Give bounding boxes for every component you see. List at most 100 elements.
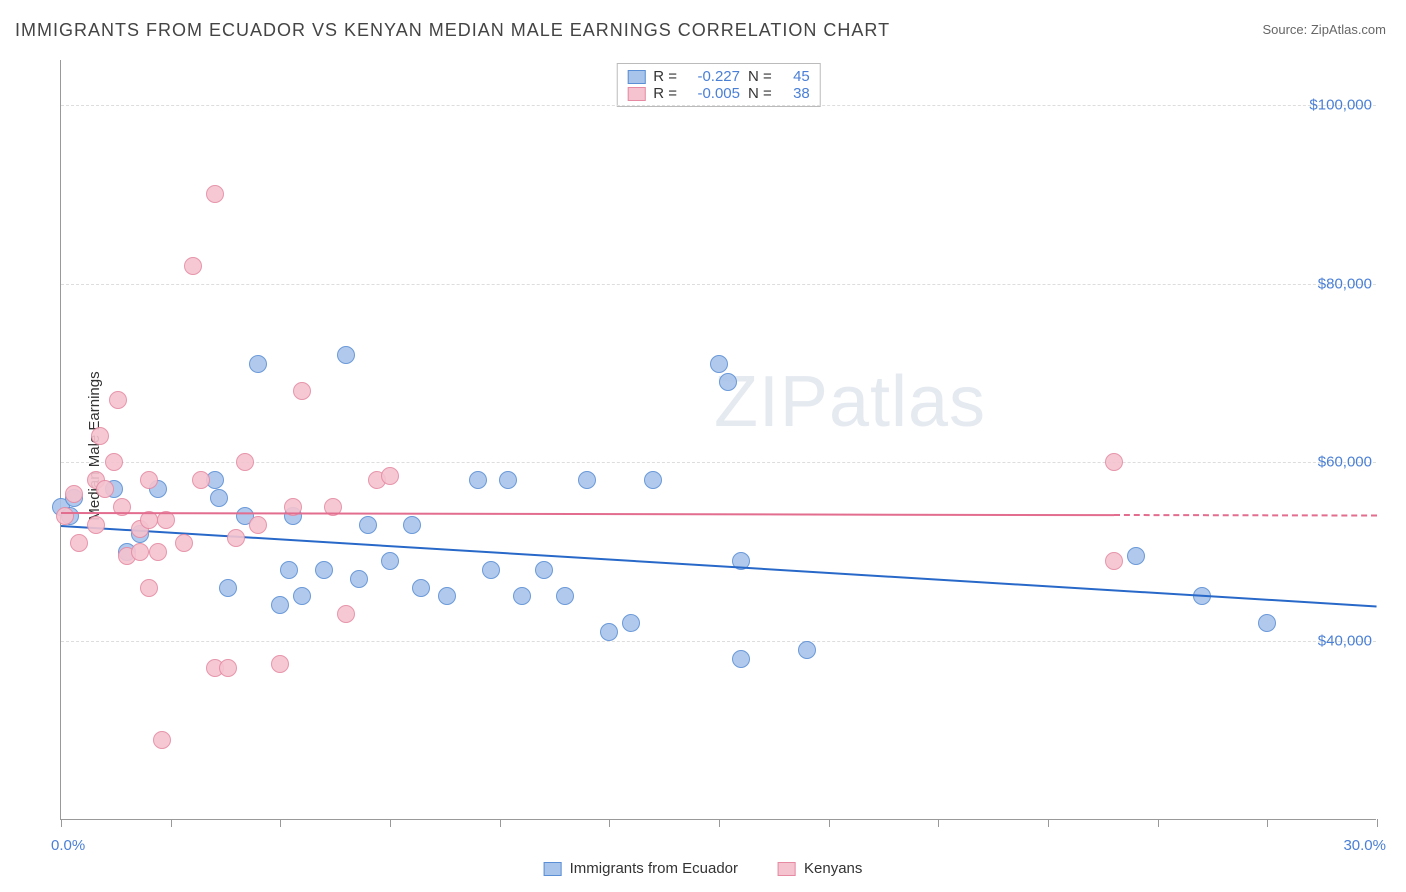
point-kenyans [236,453,254,471]
point-kenyans [87,516,105,534]
point-ecuador [381,552,399,570]
trendline-kenyans [61,512,1114,516]
n-value-kenyans: 38 [780,85,810,102]
point-kenyans [1105,552,1123,570]
x-tick [1158,819,1159,827]
gridline [61,284,1376,285]
watermark-atlas: atlas [829,362,986,442]
point-kenyans [91,427,109,445]
point-ecuador [1258,614,1276,632]
point-ecuador [315,561,333,579]
point-ecuador [482,561,500,579]
point-ecuador [513,587,531,605]
trendline-ecuador [61,525,1377,607]
watermark: ZIPatlas [714,361,986,443]
legend-series: Immigrants from Ecuador Kenyans [544,860,863,877]
y-tick-label: $80,000 [1318,275,1378,292]
point-kenyans [149,543,167,561]
point-kenyans [184,257,202,275]
gridline [61,641,1376,642]
x-tick [1267,819,1268,827]
point-ecuador [280,561,298,579]
series-name-kenyans: Kenyans [804,860,862,877]
point-ecuador [710,355,728,373]
plot-area: ZIPatlas R = -0.227 N = 45 R = -0.005 N … [60,60,1376,820]
point-kenyans [131,543,149,561]
point-ecuador [622,614,640,632]
legend-item-kenyans: Kenyans [778,860,862,877]
point-ecuador [719,373,737,391]
point-kenyans [271,655,289,673]
source-attribution: Source: ZipAtlas.com [1262,22,1386,37]
source-prefix: Source: [1262,22,1310,37]
swatch-ecuador-icon [627,70,645,84]
point-kenyans [175,534,193,552]
point-kenyans [249,516,267,534]
point-kenyans [140,471,158,489]
point-kenyans [140,579,158,597]
trendline-extension [1114,514,1377,517]
point-kenyans [153,731,171,749]
point-ecuador [249,355,267,373]
r-value-ecuador: -0.227 [685,68,740,85]
point-ecuador [644,471,662,489]
point-ecuador [732,650,750,668]
gridline [61,105,1376,106]
x-axis-min-label: 0.0% [51,837,85,854]
point-ecuador [600,623,618,641]
point-kenyans [206,185,224,203]
point-ecuador [271,596,289,614]
point-kenyans [56,507,74,525]
n-label: N = [748,85,772,102]
r-label: R = [653,68,677,85]
source-link[interactable]: ZipAtlas.com [1311,22,1386,37]
r-label: R = [653,85,677,102]
point-kenyans [293,382,311,400]
point-ecuador [556,587,574,605]
x-tick [61,819,62,827]
point-ecuador [210,489,228,507]
r-value-kenyans: -0.005 [685,85,740,102]
x-tick [171,819,172,827]
x-tick [609,819,610,827]
x-tick [829,819,830,827]
point-kenyans [96,480,114,498]
swatch-kenyans-icon [627,87,645,101]
point-ecuador [412,579,430,597]
chart-container: IMMIGRANTS FROM ECUADOR VS KENYAN MEDIAN… [0,0,1406,892]
point-ecuador [293,587,311,605]
n-value-ecuador: 45 [780,68,810,85]
point-kenyans [1105,453,1123,471]
legend-row-kenyans: R = -0.005 N = 38 [627,85,810,102]
point-ecuador [219,579,237,597]
point-ecuador [798,641,816,659]
legend-correlation: R = -0.227 N = 45 R = -0.005 N = 38 [616,63,821,107]
x-tick [1048,819,1049,827]
point-kenyans [381,467,399,485]
point-ecuador [359,516,377,534]
x-tick [280,819,281,827]
point-kenyans [65,485,83,503]
point-kenyans [192,471,210,489]
gridline [61,462,1376,463]
point-kenyans [105,453,123,471]
point-ecuador [469,471,487,489]
series-name-ecuador: Immigrants from Ecuador [570,860,738,877]
legend-row-ecuador: R = -0.227 N = 45 [627,68,810,85]
n-label: N = [748,68,772,85]
point-ecuador [1127,547,1145,565]
x-tick [1377,819,1378,827]
x-tick [500,819,501,827]
y-tick-label: $60,000 [1318,454,1378,471]
x-tick [390,819,391,827]
point-ecuador [499,471,517,489]
point-kenyans [109,391,127,409]
point-ecuador [403,516,421,534]
point-ecuador [578,471,596,489]
chart-title: IMMIGRANTS FROM ECUADOR VS KENYAN MEDIAN… [15,20,890,41]
point-kenyans [70,534,88,552]
y-tick-label: $100,000 [1309,96,1378,113]
x-tick [719,819,720,827]
x-axis-max-label: 30.0% [1343,837,1386,854]
swatch-ecuador-icon [544,862,562,876]
